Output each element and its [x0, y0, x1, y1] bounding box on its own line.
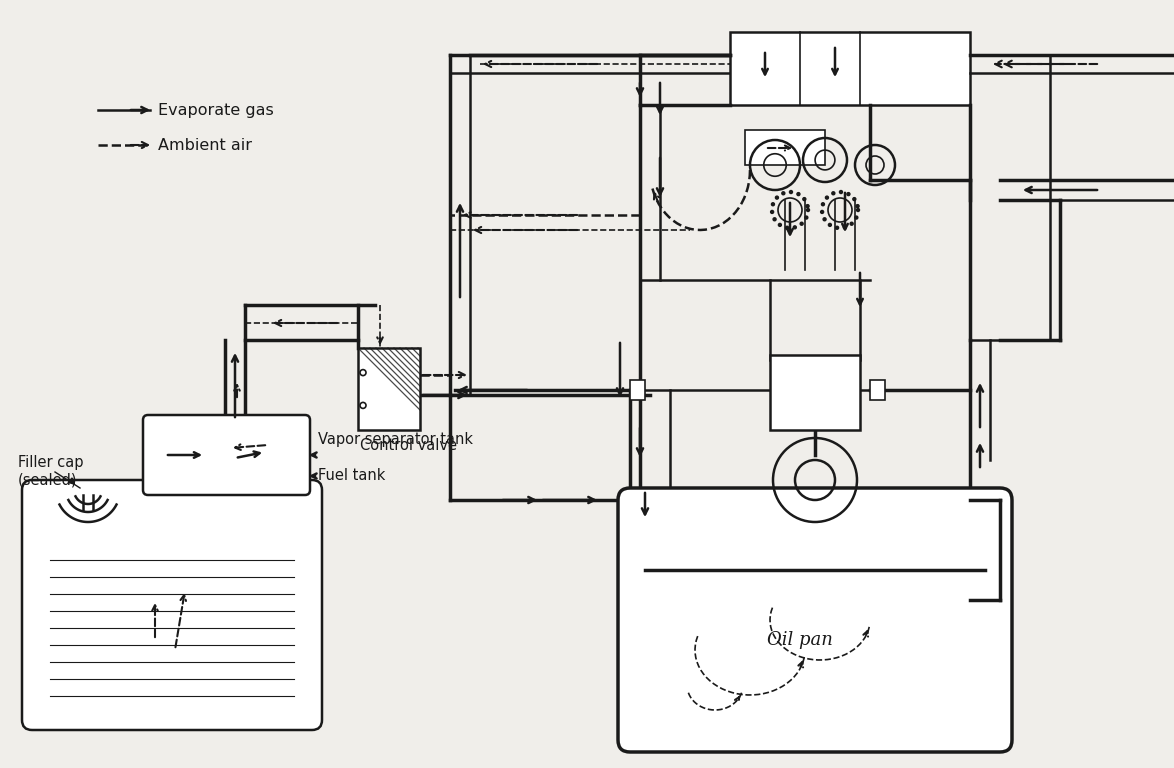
Text: Ambient air: Ambient air: [158, 137, 252, 153]
Circle shape: [807, 204, 809, 207]
Circle shape: [794, 226, 796, 229]
Circle shape: [843, 226, 846, 229]
FancyBboxPatch shape: [618, 488, 1012, 752]
Text: Filler cap
(sealed): Filler cap (sealed): [18, 455, 83, 488]
Circle shape: [829, 223, 831, 227]
Circle shape: [855, 216, 858, 219]
Circle shape: [770, 210, 774, 214]
Text: Evaporate gas: Evaporate gas: [158, 102, 274, 118]
Bar: [358, 348, 420, 430]
Circle shape: [771, 203, 775, 206]
Circle shape: [803, 197, 805, 200]
Circle shape: [805, 216, 808, 219]
Text: Control valve: Control valve: [360, 438, 457, 453]
Text: Fuel tank: Fuel tank: [318, 468, 385, 483]
Circle shape: [789, 190, 792, 194]
Circle shape: [797, 193, 799, 196]
Circle shape: [856, 204, 859, 207]
Circle shape: [852, 197, 856, 200]
Circle shape: [782, 192, 785, 195]
Circle shape: [807, 208, 810, 211]
Circle shape: [776, 196, 778, 199]
FancyBboxPatch shape: [143, 415, 310, 495]
Circle shape: [778, 223, 782, 227]
Circle shape: [801, 222, 803, 225]
FancyBboxPatch shape: [22, 480, 322, 730]
Bar: [630, 380, 645, 400]
Circle shape: [821, 210, 824, 214]
Circle shape: [846, 193, 850, 196]
Text: Oil pan: Oil pan: [767, 631, 832, 649]
Circle shape: [823, 218, 826, 220]
Circle shape: [850, 222, 853, 225]
Circle shape: [785, 227, 789, 230]
Circle shape: [839, 190, 843, 194]
Text: Vapor separator tank: Vapor separator tank: [318, 432, 473, 447]
Circle shape: [832, 192, 835, 195]
Bar: [770, 355, 861, 430]
Circle shape: [825, 196, 829, 199]
Circle shape: [822, 203, 824, 206]
Circle shape: [836, 227, 838, 230]
Circle shape: [772, 218, 776, 220]
Circle shape: [857, 208, 859, 211]
Bar: [745, 130, 825, 165]
Bar: [870, 380, 885, 400]
Bar: [730, 32, 970, 105]
